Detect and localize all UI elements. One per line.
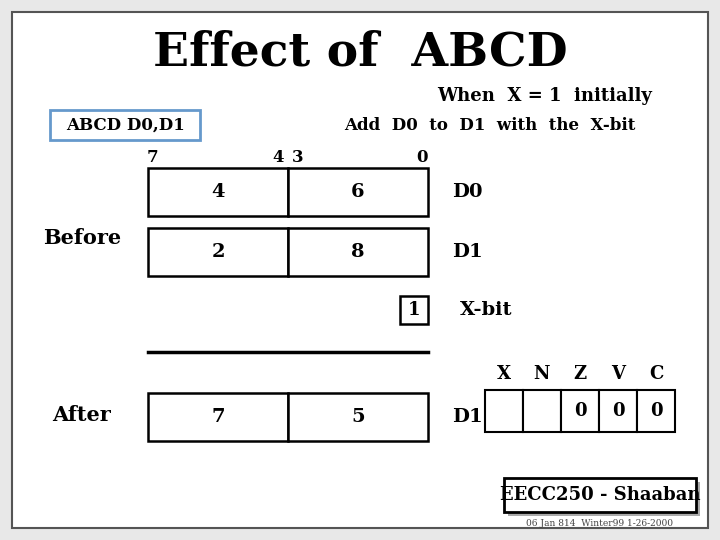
Text: 7: 7 — [146, 150, 158, 166]
Bar — [148, 393, 288, 441]
Bar — [637, 390, 675, 432]
Bar — [523, 390, 561, 432]
Text: 1: 1 — [408, 301, 420, 319]
Bar — [561, 390, 599, 432]
Text: Effect of  ABCD: Effect of ABCD — [153, 29, 567, 75]
Text: 0: 0 — [416, 150, 428, 166]
Text: D0: D0 — [452, 183, 482, 201]
Text: 6: 6 — [351, 183, 365, 201]
Text: C: C — [649, 365, 663, 383]
Bar — [50, 110, 200, 140]
Text: 5: 5 — [351, 408, 365, 426]
Text: 3: 3 — [292, 150, 304, 166]
Text: D1: D1 — [452, 243, 482, 261]
Bar — [288, 393, 428, 441]
Text: N: N — [534, 365, 550, 383]
Text: When  X = 1  initially: When X = 1 initially — [438, 87, 652, 105]
Text: 0: 0 — [574, 402, 586, 420]
Text: 0: 0 — [649, 402, 662, 420]
Bar — [508, 482, 700, 516]
Text: 06 Jan 814  Winter99 1-26-2000: 06 Jan 814 Winter99 1-26-2000 — [526, 519, 673, 529]
Text: 2: 2 — [211, 243, 225, 261]
Text: X: X — [497, 365, 511, 383]
Text: 8: 8 — [351, 243, 365, 261]
Text: 0: 0 — [612, 402, 624, 420]
Text: D1: D1 — [452, 408, 482, 426]
Text: V: V — [611, 365, 625, 383]
Text: Before: Before — [43, 228, 121, 248]
Bar — [288, 168, 428, 216]
Bar — [599, 390, 637, 432]
Text: X-bit: X-bit — [460, 301, 513, 319]
Bar — [148, 168, 288, 216]
Bar — [400, 296, 428, 324]
Bar — [148, 228, 288, 276]
Text: 7: 7 — [211, 408, 225, 426]
Text: 4: 4 — [211, 183, 225, 201]
Text: Z: Z — [573, 365, 587, 383]
Text: 4: 4 — [272, 150, 284, 166]
Text: After: After — [53, 405, 112, 425]
Bar — [504, 478, 696, 512]
Bar — [288, 228, 428, 276]
Text: Add  D0  to  D1  with  the  X-bit: Add D0 to D1 with the X-bit — [344, 117, 636, 133]
Bar — [485, 390, 523, 432]
Text: ABCD D0,D1: ABCD D0,D1 — [66, 117, 184, 133]
Text: EECC250 - Shaaban: EECC250 - Shaaban — [500, 486, 701, 504]
